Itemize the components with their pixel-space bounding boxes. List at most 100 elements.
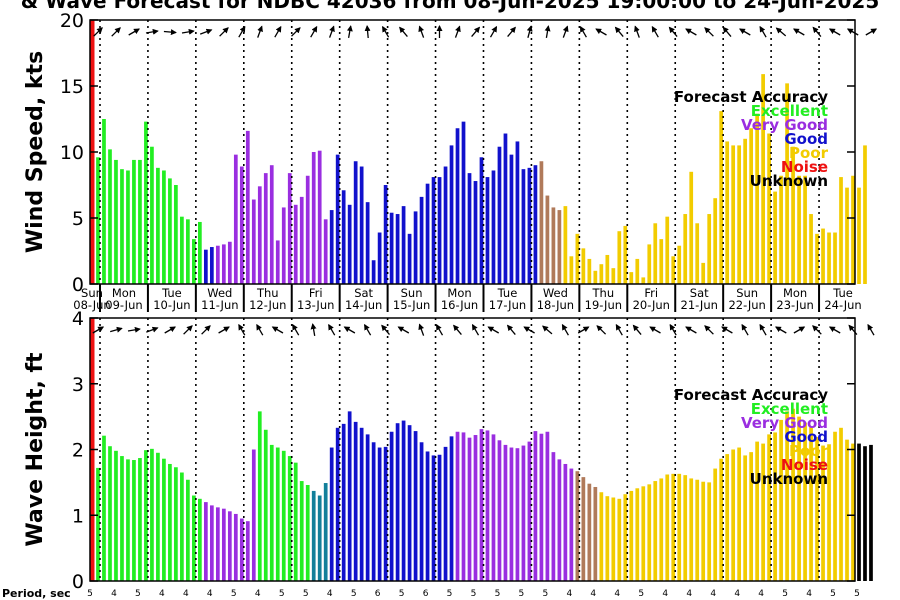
wind-bar (245, 130, 250, 284)
direction-arrow (487, 326, 500, 334)
wind-bar (851, 175, 855, 284)
waves-bar (527, 441, 532, 581)
waves-bar (755, 441, 759, 581)
wind-bar (120, 169, 124, 284)
wind-bar (791, 146, 795, 284)
direction-arrow (238, 323, 246, 336)
date-label: 23-Jun (776, 298, 813, 312)
wind-bar (491, 170, 496, 284)
wind-bar (833, 232, 837, 284)
day-label: Fri (644, 286, 658, 300)
wind-bar (689, 171, 694, 284)
waves-bar (785, 411, 789, 581)
wind-bar (383, 185, 388, 284)
direction-arrow (328, 323, 336, 336)
waves-bar (761, 443, 765, 581)
period-value: 4 (567, 589, 573, 599)
date-label: 20-Jun (633, 298, 670, 312)
wind-bar (431, 177, 436, 284)
waves-bar (443, 446, 448, 581)
wind-bar (593, 270, 598, 284)
date-label: 09-Jun (105, 298, 142, 312)
wind-bar (707, 214, 712, 284)
waves-bar (305, 485, 310, 581)
direction-arrow (256, 323, 264, 336)
waves-bar (299, 481, 304, 581)
period-value: 5 (638, 589, 644, 599)
waves-bar (335, 427, 340, 581)
wind-bar (569, 256, 574, 284)
waves-bar (186, 479, 190, 581)
wind-bar (713, 198, 718, 284)
period-value: 4 (806, 589, 812, 599)
legend-item: Unknown (750, 172, 828, 190)
period-value: 5 (303, 589, 309, 599)
waves-bar (377, 447, 382, 581)
direction-arrow (471, 26, 481, 38)
y-tick-label: 5 (72, 208, 84, 230)
wind-bar (335, 154, 340, 284)
direction-arrow (561, 323, 569, 336)
wind-bar (545, 195, 550, 284)
y-tick-label: 0 (72, 274, 84, 296)
period-value: 4 (183, 589, 189, 599)
waves-bar (533, 431, 538, 581)
direction-arrow (181, 28, 195, 35)
waves-bar (227, 511, 232, 581)
wind-bar (192, 239, 196, 284)
direction-arrow (775, 326, 787, 334)
direction-arrow (291, 27, 301, 37)
wind-bar (287, 173, 292, 284)
direction-arrow (507, 26, 516, 38)
wind-bar (257, 186, 262, 284)
wind-bar (629, 272, 634, 284)
waves-bar (851, 443, 855, 581)
waves-bar (713, 468, 718, 581)
period-value: 4 (111, 589, 117, 599)
wind-bar (725, 141, 730, 284)
wind-bar (198, 221, 202, 284)
waves-bar (395, 423, 400, 581)
day-label: Tue (832, 286, 853, 300)
waves-bar (455, 431, 460, 581)
wind-bar (815, 233, 819, 284)
wind-bar (695, 223, 700, 284)
y-axis-label: Wave Height, ft (23, 352, 48, 547)
wind-bar (317, 150, 322, 284)
wind-bar (299, 196, 304, 284)
date-label: 18-Jun (537, 298, 574, 312)
day-label: Mon (447, 286, 471, 300)
waves-bar (281, 450, 286, 581)
waves-bar (389, 431, 394, 581)
date-label: 11-Jun (201, 298, 238, 312)
direction-arrow (292, 323, 300, 336)
waves-bar (767, 434, 771, 581)
wind-bar (533, 165, 538, 284)
direction-arrow (111, 27, 121, 37)
y-tick-label: 1 (72, 505, 84, 527)
waves-bar (593, 486, 598, 581)
direction-arrow (381, 324, 390, 336)
waves-bar (407, 425, 412, 581)
y-tick-label: 2 (72, 440, 84, 462)
wind-bar (174, 185, 178, 284)
waves-bar (413, 431, 418, 581)
date-label: 16-Jun (441, 298, 478, 312)
waves-bar (401, 420, 406, 581)
direction-arrow (397, 326, 410, 334)
waves-bar (233, 513, 238, 581)
legend-item: Noise (781, 158, 828, 176)
direction-arrow (685, 326, 697, 334)
period-value: 5 (782, 589, 788, 599)
waves-bar (293, 462, 298, 581)
wind-speed-panel: 0 5 10 15 20 Wind Speed, kts Forecast Accuracy… (23, 10, 878, 312)
wind-bar (671, 256, 676, 284)
period-value: 5 (495, 589, 501, 599)
wind-bar (653, 223, 658, 284)
wind-bar (389, 212, 394, 284)
direction-arrow (577, 326, 590, 334)
direction-arrow (632, 324, 642, 336)
waves-bar (863, 446, 867, 581)
waves-bar (839, 427, 843, 581)
